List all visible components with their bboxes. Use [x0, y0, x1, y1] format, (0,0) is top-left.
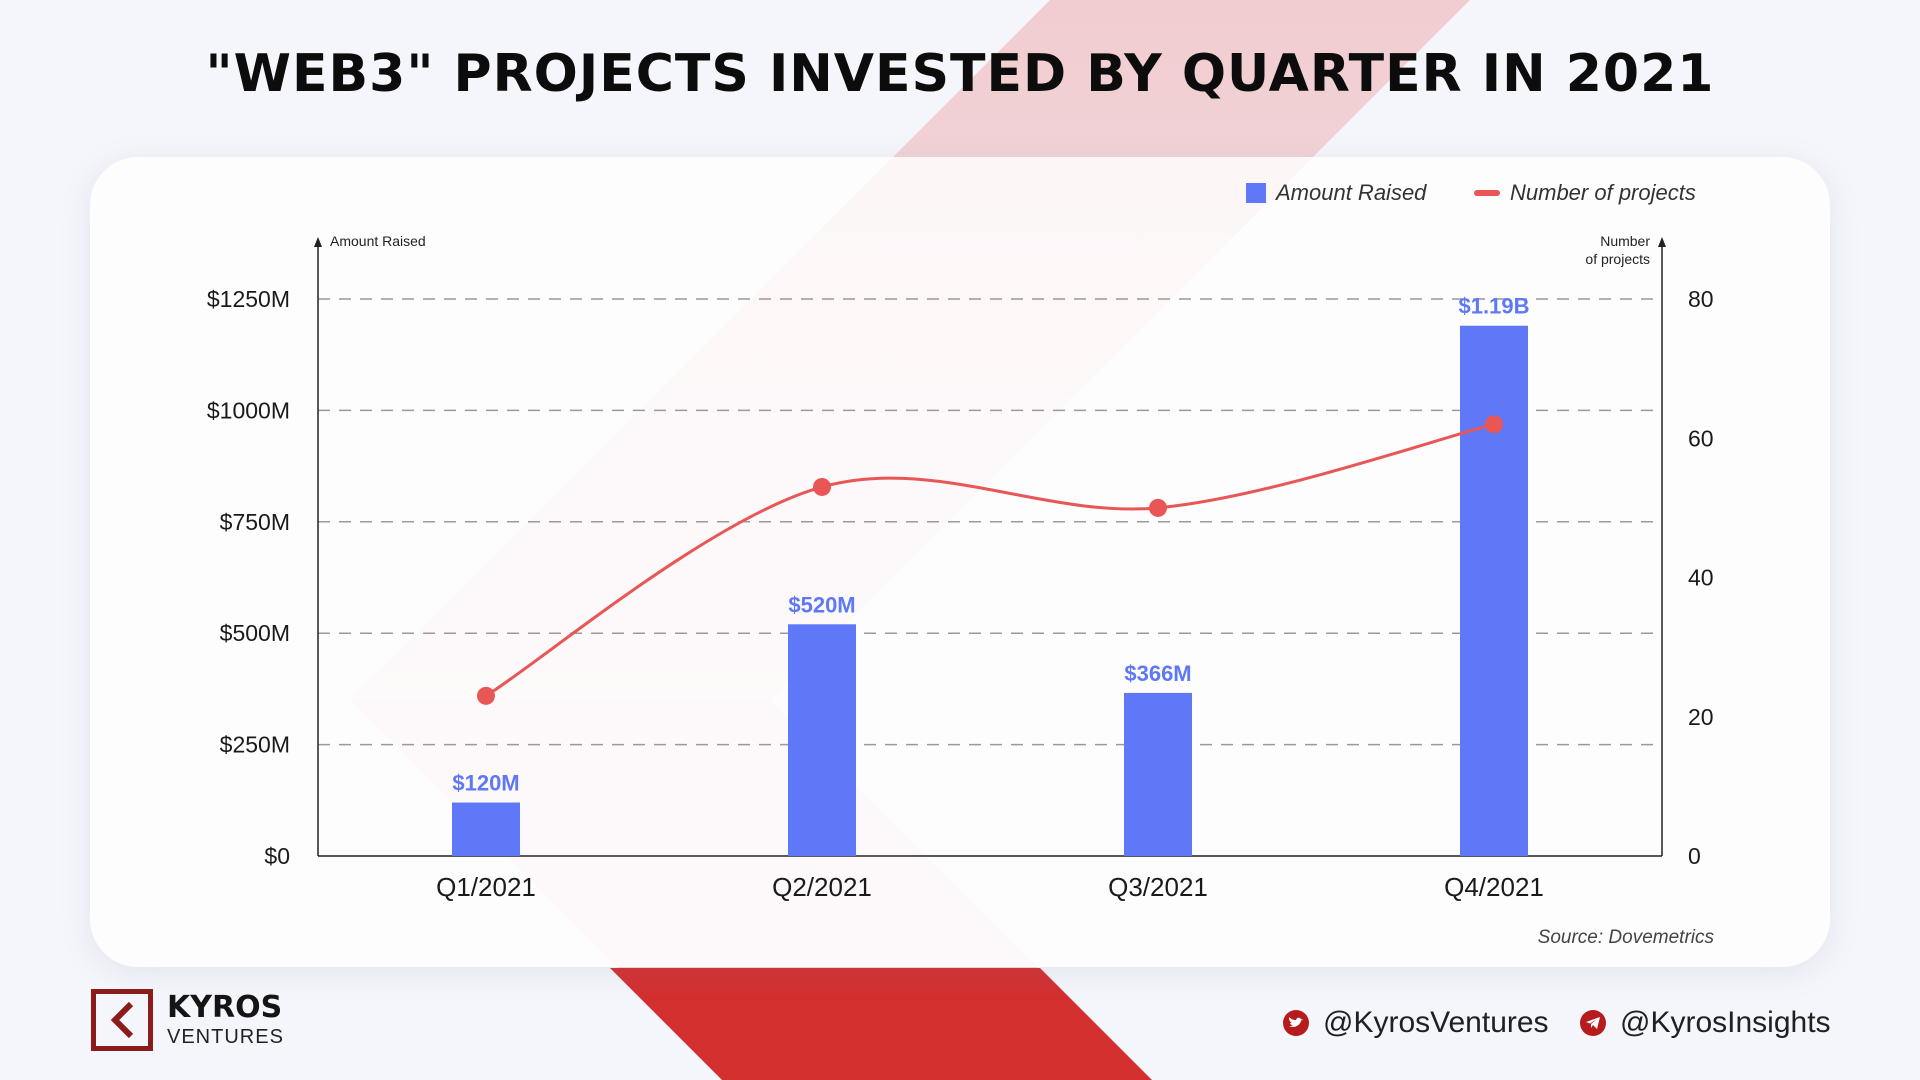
y-left-tick-label: $0 — [264, 843, 290, 869]
y-right-tick-label: 20 — [1688, 704, 1714, 730]
y-right-tick-label: 40 — [1688, 565, 1714, 591]
legend-line-label: Number of projects — [1510, 180, 1696, 205]
grid-lines — [318, 298, 1662, 746]
y-left-axis-title: Amount Raised — [330, 233, 426, 249]
bar — [1460, 325, 1528, 857]
bar — [788, 624, 856, 856]
telegram-icon — [1580, 1010, 1606, 1036]
y-right-axis-arrow-icon — [1658, 237, 1666, 247]
line-series — [477, 415, 1503, 705]
bar-series — [452, 325, 1528, 857]
legend-bar-swatch — [1246, 183, 1266, 203]
chart-axes — [314, 237, 1666, 857]
y-left-tick-label: $1250M — [207, 286, 290, 312]
twitter-icon — [1283, 1010, 1309, 1036]
y-right-tick-label: 0 — [1688, 843, 1701, 869]
bar-data-label: $120M — [452, 771, 519, 796]
legend-line-swatch — [1474, 190, 1500, 196]
logo-mark-icon — [91, 989, 153, 1051]
page-title: "WEB3" PROJECTS INVESTED BY QUARTER IN 2… — [205, 44, 1715, 104]
y-left-axis-arrow-icon — [314, 237, 322, 247]
projects-line — [485, 422, 1495, 698]
line-point — [813, 477, 831, 496]
line-point — [1485, 415, 1503, 434]
bar — [1124, 692, 1192, 856]
x-tick-label: Q3/2021 — [1108, 872, 1208, 902]
telegram-handle-link[interactable]: @KyrosInsights — [1580, 1006, 1831, 1040]
chart-card — [90, 157, 1830, 967]
source-note: Source: Dovemetrics — [1537, 927, 1714, 948]
y-right-tick-label: 80 — [1688, 286, 1714, 312]
bar-data-label: $1.19B — [1459, 294, 1530, 319]
twitter-handle-link[interactable]: @KyrosVentures — [1283, 1006, 1549, 1040]
y-left-tick-label: $750M — [220, 509, 290, 535]
logo-subtitle: VENTURES — [167, 1026, 284, 1048]
y-left-tick-label: $1000M — [207, 397, 290, 423]
legend-number-of-projects: Number of projects — [1474, 178, 1696, 208]
legend-bar-label: Amount Raised — [1276, 180, 1427, 205]
y-left-tick-label: $250M — [220, 732, 290, 758]
company-logo: KYROS VENTURES — [91, 989, 284, 1051]
x-tick-label: Q1/2021 — [436, 872, 536, 902]
x-tick-label: Q4/2021 — [1444, 872, 1544, 902]
y-right-tick-label: 60 — [1688, 425, 1714, 451]
line-point — [1149, 498, 1167, 517]
y-left-tick-label: $500M — [220, 620, 290, 646]
telegram-handle: @KyrosInsights — [1620, 1006, 1831, 1039]
line-point — [477, 686, 495, 705]
y-right-axis-title-line2: of projects — [1585, 251, 1650, 267]
bar-data-label: $520M — [788, 592, 855, 617]
bar — [452, 802, 520, 856]
y-right-axis-title-line1: Number — [1600, 233, 1650, 249]
chart-labels: $0 $250M $500M $750M $1000M $1250M 0 20 40 60 80 Am… — [207, 233, 1714, 902]
legend-amount-raised: Amount Raised — [1246, 178, 1426, 208]
twitter-handle: @KyrosVentures — [1323, 1006, 1549, 1039]
x-tick-label: Q2/2021 — [772, 872, 872, 902]
logo-name: KYROS — [167, 990, 283, 1025]
bar-data-label: $366M — [1124, 661, 1191, 686]
